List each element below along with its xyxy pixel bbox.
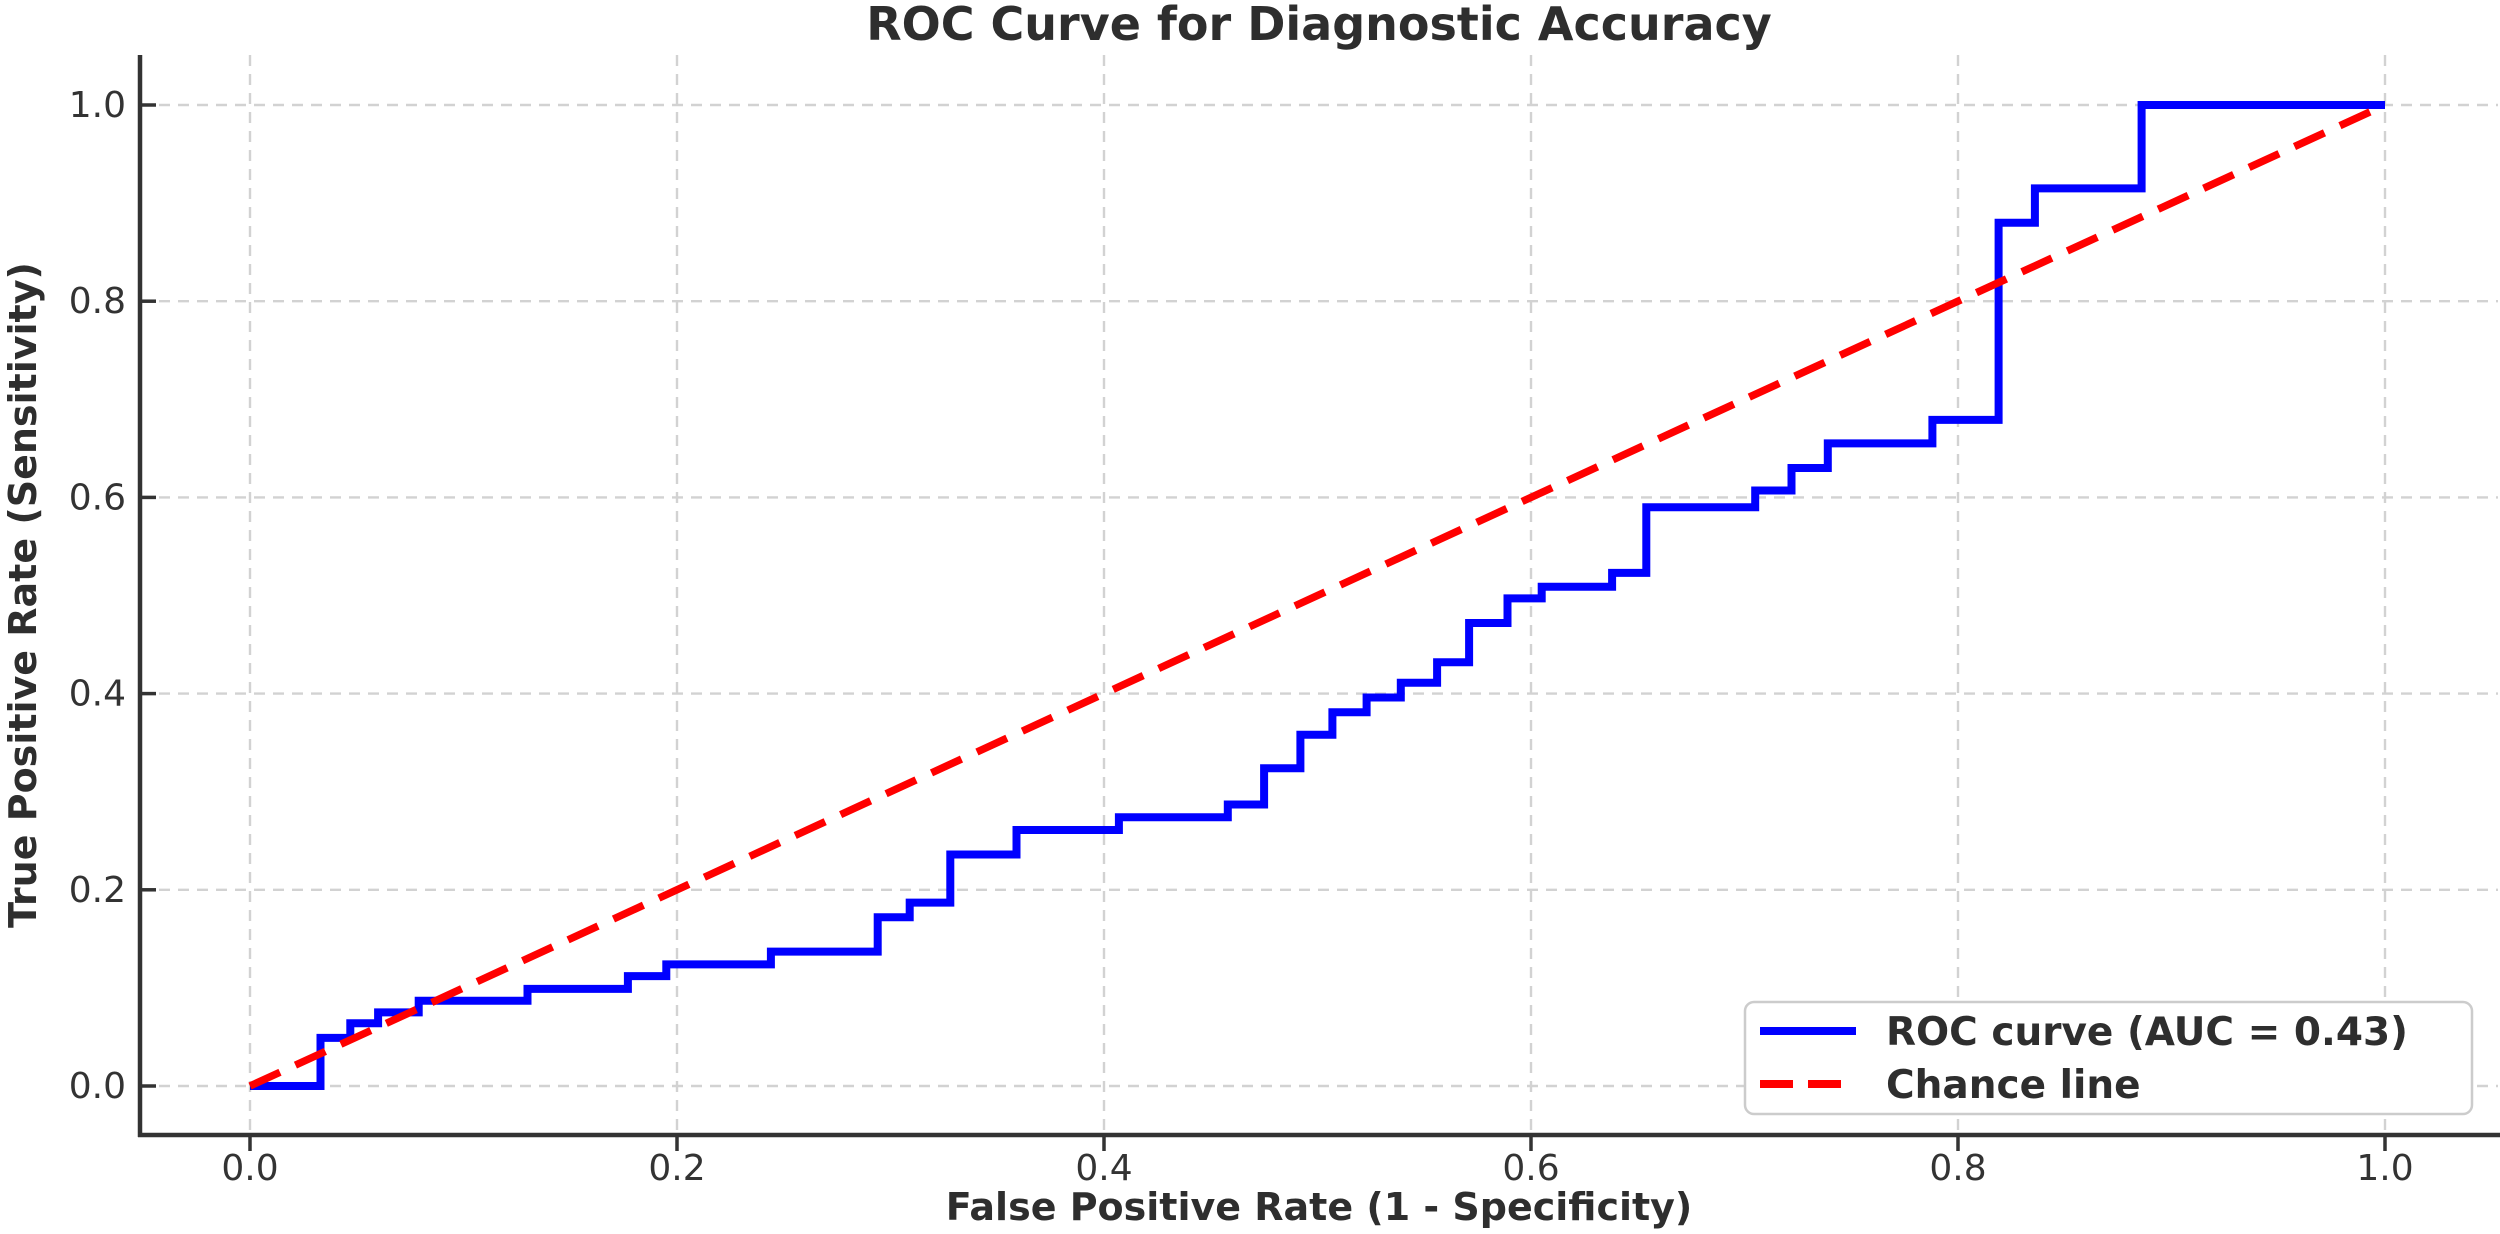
x-tick-label: 0.8: [1929, 1148, 1986, 1189]
y-tick-label: 0.0: [69, 1066, 126, 1107]
x-tick-label: 0.6: [1502, 1148, 1559, 1189]
roc-curve-line: [250, 101, 2385, 1090]
gridlines: [140, 55, 2498, 1135]
legend-label-chance: Chance line: [1886, 1063, 2141, 1108]
axis-ticks: [140, 103, 2387, 1151]
y-tick-label: 1.0: [69, 85, 126, 126]
y-tick-label: 0.2: [69, 870, 126, 911]
y-tick-label: 0.8: [69, 281, 126, 322]
legend-box: [1743, 1000, 2474, 1116]
y-tick-labels: 0.0 0.2 0.4 0.6 0.8 1.0: [69, 85, 126, 1107]
x-tick-label: 0.2: [648, 1148, 705, 1189]
legend-label-roc: ROC curve (AUC = 0.43): [1886, 1010, 2408, 1055]
y-tick-label: 0.4: [69, 674, 126, 715]
x-tick-label: 1.0: [2356, 1148, 2413, 1189]
x-tick-label: 0.4: [1075, 1148, 1132, 1189]
y-axis-label: True Positive Rate (Sensitivity): [1, 262, 45, 928]
x-tick-labels: 0.0 0.2 0.4 0.6 0.8 1.0: [221, 1148, 2413, 1189]
legend: ROC curve (AUC = 0.43) Chance line: [1743, 1000, 2474, 1116]
axis-spines: [137, 55, 2500, 1138]
x-tick-label: 0.0: [221, 1148, 278, 1189]
y-tick-label: 0.6: [69, 477, 126, 518]
chance-line: [248, 101, 2387, 1090]
x-axis-label: False Positive Rate (1 - Specificity): [946, 1185, 1693, 1229]
chart-title: ROC Curve for Diagnostic Accuracy: [866, 0, 1772, 51]
